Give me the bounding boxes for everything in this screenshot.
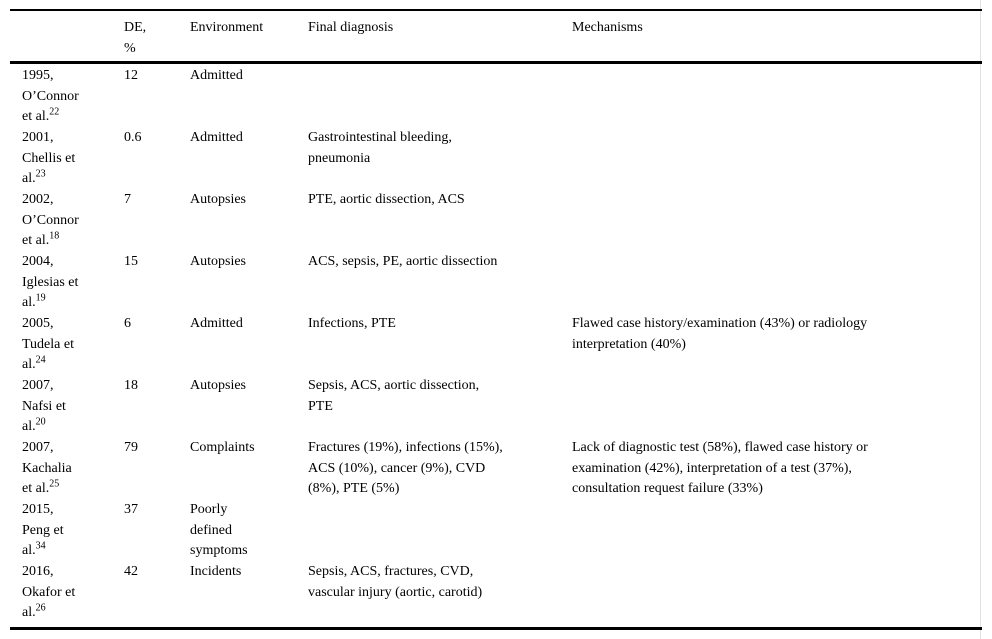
table-row: 2004, Iglesias et al.19 15 Autopsies ACS… xyxy=(22,252,982,314)
reference-superscript: 23 xyxy=(35,168,46,180)
column-header-study xyxy=(22,18,124,59)
reference-superscript: 20 xyxy=(35,416,46,428)
column-header-final-diagnosis: Final diagnosis xyxy=(308,20,394,35)
cell-study: 2002, O’Connor et al.18 xyxy=(22,190,124,252)
cell-de-percent: 42 xyxy=(124,564,138,580)
cell-environment: Admitted xyxy=(190,316,243,332)
reference-superscript: 26 xyxy=(35,602,46,614)
cell-final-diagnosis: ACS, sepsis, PE, aortic dissection xyxy=(308,254,498,270)
cell-study: 1995, O’Connor et al.22 xyxy=(22,66,124,128)
cell-environment: Admitted xyxy=(190,130,243,146)
reference-superscript: 25 xyxy=(49,478,60,490)
reference-superscript: 34 xyxy=(35,540,46,552)
study-citation: 2001, Chellis et al. xyxy=(22,130,76,187)
cell-study: 2016, Okafor et al.26 xyxy=(22,562,124,624)
table-header-row: DE, % Environment Final diagnosis Mechan… xyxy=(10,11,982,65)
table-row: 2016, Okafor et al.26 42 Incidents Sepsi… xyxy=(22,562,982,624)
study-citation: 2015, Peng et al. xyxy=(22,502,64,559)
cell-final-diagnosis: Gastrointestinal bleeding, pneumonia xyxy=(308,130,452,166)
reference-superscript: 24 xyxy=(35,354,46,366)
study-citation: 2004, Iglesias et al. xyxy=(22,254,79,311)
cell-final-diagnosis: Infections, PTE xyxy=(308,316,396,332)
cell-environment: Autopsies xyxy=(190,378,246,394)
cell-final-diagnosis: Sepsis, ACS, aortic dissection, PTE xyxy=(308,378,480,414)
table-row: 2001, Chellis et al.23 0.6 Admitted Gast… xyxy=(22,128,982,190)
cell-de-percent: 37 xyxy=(124,502,138,518)
table-row: 1995, O’Connor et al.22 12 Admitted xyxy=(22,66,982,128)
column-header-de-percent: DE, % xyxy=(124,20,147,56)
cell-study: 2001, Chellis et al.23 xyxy=(22,128,124,190)
cell-de-percent: 79 xyxy=(124,440,138,456)
cell-de-percent: 18 xyxy=(124,378,138,394)
cell-study: 2004, Iglesias et al.19 xyxy=(22,252,124,314)
study-citation: 1995, O’Connor et al. xyxy=(22,68,79,125)
reference-superscript: 18 xyxy=(49,230,60,242)
column-header-mechanisms: Mechanisms xyxy=(572,20,643,35)
study-citation: 2007, Kachalia et al. xyxy=(22,440,72,497)
cell-environment: Autopsies xyxy=(190,254,246,270)
study-citation: 2002, O’Connor et al. xyxy=(22,192,79,249)
cell-study: 2005, Tudela et al.24 xyxy=(22,314,124,376)
table-row: 2015, Peng et al.34 37 Poorly defined sy… xyxy=(22,500,982,562)
cell-de-percent: 15 xyxy=(124,254,138,270)
table-row: 2007, Nafsi et al.20 18 Autopsies Sepsis… xyxy=(22,376,982,438)
cell-final-diagnosis: Sepsis, ACS, fractures, CVD, vascular in… xyxy=(308,564,483,600)
table-row: 2007, Kachalia et al.25 79 Complaints Fr… xyxy=(22,438,982,500)
cell-mechanisms: Lack of diagnostic test (58%), flawed ca… xyxy=(572,440,868,497)
cell-environment: Poorly defined symptoms xyxy=(190,502,248,559)
cell-study: 2015, Peng et al.34 xyxy=(22,500,124,562)
table-body: 1995, O’Connor et al.22 12 Admitted 2001… xyxy=(10,64,982,631)
diagnostic-error-studies-table: DE, % Environment Final diagnosis Mechan… xyxy=(10,9,982,631)
cell-de-percent: 0.6 xyxy=(124,130,142,146)
table-row: 2005, Tudela et al.24 6 Admitted Infecti… xyxy=(22,314,982,376)
cell-study: 2007, Kachalia et al.25 xyxy=(22,438,124,500)
cell-final-diagnosis: PTE, aortic dissection, ACS xyxy=(308,192,465,208)
cell-study: 2007, Nafsi et al.20 xyxy=(22,376,124,438)
cell-environment: Incidents xyxy=(190,564,242,580)
cell-de-percent: 7 xyxy=(124,192,131,208)
study-citation: 2016, Okafor et al. xyxy=(22,564,76,621)
reference-superscript: 19 xyxy=(35,292,46,304)
study-citation: 2007, Nafsi et al. xyxy=(22,378,66,435)
study-citation: 2005, Tudela et al. xyxy=(22,316,74,373)
page-edge-divider xyxy=(980,0,981,639)
cell-mechanisms: Flawed case history/examination (43%) or… xyxy=(572,316,868,352)
cell-environment: Autopsies xyxy=(190,192,246,208)
column-header-environment: Environment xyxy=(190,20,264,35)
cell-environment: Admitted xyxy=(190,68,243,84)
cell-de-percent: 6 xyxy=(124,316,131,332)
reference-superscript: 22 xyxy=(49,106,60,118)
cell-de-percent: 12 xyxy=(124,68,138,84)
cell-environment: Complaints xyxy=(190,440,255,456)
table-row: 2002, O’Connor et al.18 7 Autopsies PTE,… xyxy=(22,190,982,252)
cell-final-diagnosis: Fractures (19%), infections (15%), ACS (… xyxy=(308,440,503,497)
